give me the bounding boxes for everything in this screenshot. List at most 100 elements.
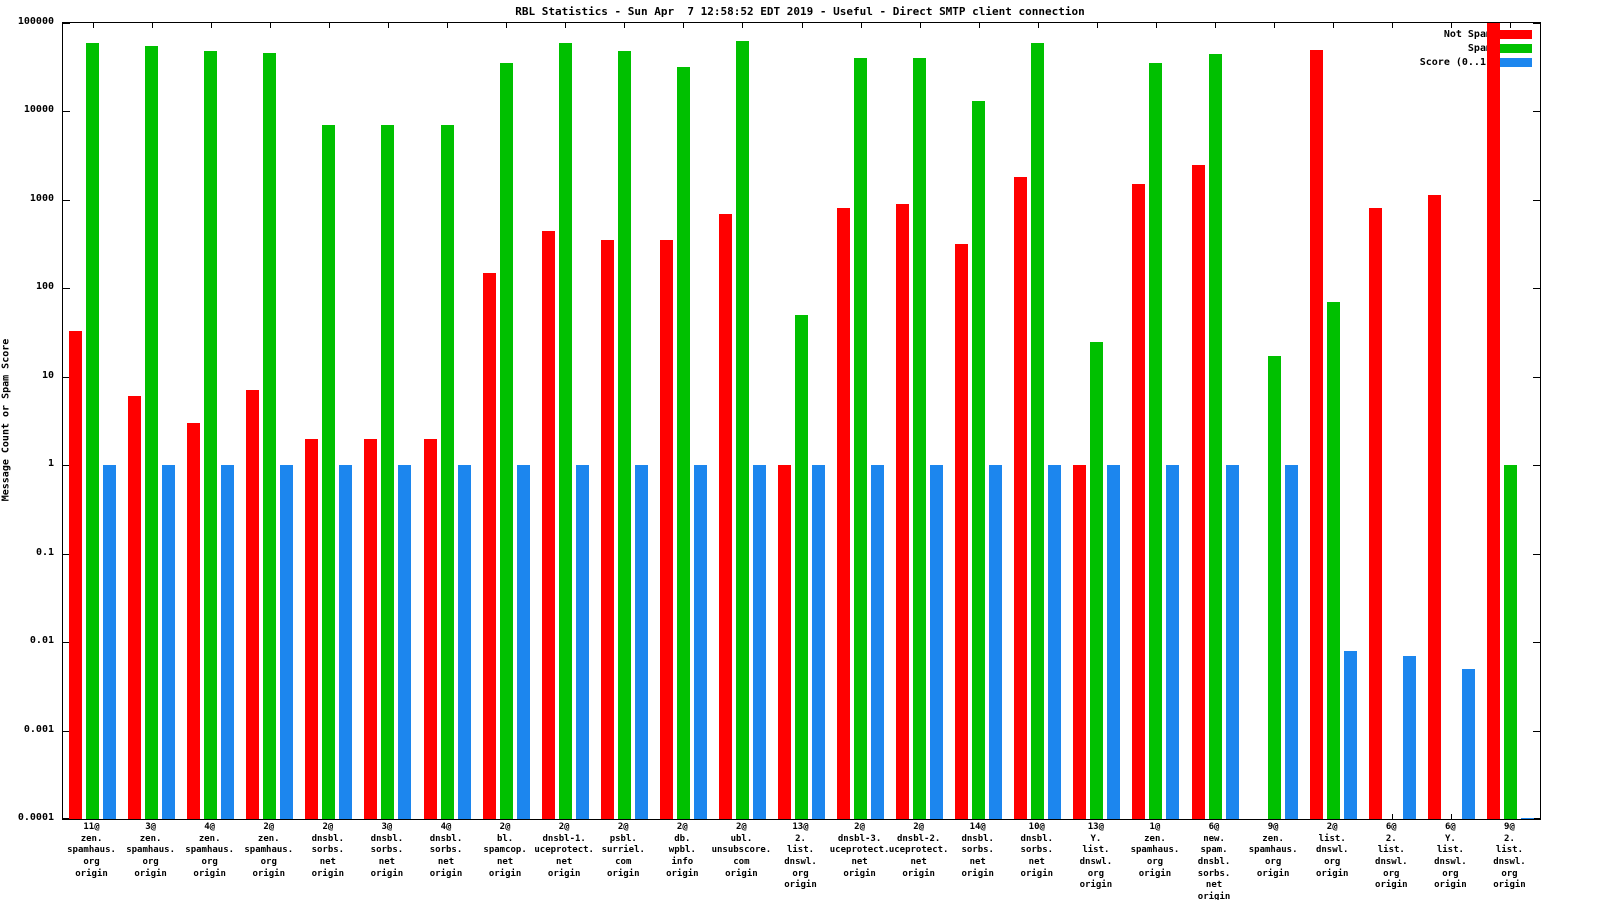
x-category-label: 10@ dnsbl. sorbs. net origin <box>1020 822 1054 879</box>
x-tick-mark <box>211 23 212 28</box>
y-tick-mark <box>1533 553 1540 555</box>
bar-not-spam <box>601 240 614 819</box>
bar-score-0-1- <box>398 465 411 819</box>
bar-spam <box>204 51 217 819</box>
bar-score-0-1- <box>1166 465 1179 819</box>
bar-not-spam <box>246 390 259 819</box>
legend: Not Spam Spam Score (0..1) <box>1420 29 1532 68</box>
y-tick-mark <box>1533 376 1540 378</box>
bar-score-0-1- <box>635 465 648 819</box>
bar-score-0-1- <box>1462 669 1475 819</box>
x-tick-mark <box>93 23 94 28</box>
chart-title: RBL Statistics - Sun Apr 7 12:58:52 EDT … <box>515 5 1085 18</box>
bar-spam <box>913 58 926 819</box>
bar-not-spam <box>483 273 496 819</box>
x-category-label: 13@ Y. list. dnswl. org origin <box>1079 822 1113 891</box>
x-tick-mark <box>565 23 566 28</box>
x-category-label: 11@ zen. spamhaus. org origin <box>67 822 116 879</box>
x-tick-mark <box>1097 23 1098 28</box>
x-category-label: 9@ 2. list. dnswl. org origin <box>1493 822 1526 891</box>
x-category-label: 6@ Y. list. dnswl. org origin <box>1434 822 1467 891</box>
y-tick-mark <box>1533 642 1540 644</box>
bar-spam <box>441 125 454 819</box>
legend-swatch <box>1499 44 1532 53</box>
x-tick-mark <box>742 23 743 28</box>
bar-score-0-1- <box>458 465 471 819</box>
x-category-label: 2@ dnsbl-3. uceprotect. net origin <box>829 822 890 879</box>
bar-not-spam <box>896 204 909 819</box>
y-tick-label: 0.001 <box>23 723 54 735</box>
bar-score-0-1- <box>753 465 766 819</box>
y-tick-mark <box>63 818 70 819</box>
legend-swatch <box>1499 30 1532 39</box>
y-tick-label: 0.01 <box>29 635 54 647</box>
x-tick-mark <box>329 23 330 28</box>
x-tick-mark <box>1451 814 1452 819</box>
bar-score-0-1- <box>989 465 1002 819</box>
bar-score-0-1- <box>1226 465 1239 819</box>
bar-score-0-1- <box>1521 818 1534 819</box>
bar-score-0-1- <box>812 465 825 819</box>
plot-area: Not Spam Spam Score (0..1) <box>62 22 1541 820</box>
y-tick-label: 10000 <box>23 104 54 116</box>
x-tick-mark <box>1392 23 1393 28</box>
bar-spam <box>1209 54 1222 819</box>
x-category-label: 2@ zen. spamhaus. org origin <box>244 822 294 879</box>
x-tick-mark <box>270 23 271 28</box>
y-tick-label: 1 <box>47 458 54 470</box>
bar-spam <box>559 43 572 819</box>
y-tick-mark <box>63 376 70 378</box>
y-tick-mark <box>1533 818 1540 819</box>
x-tick-mark <box>447 23 448 28</box>
bar-not-spam <box>542 231 555 819</box>
y-tick-label: 1000 <box>29 192 54 204</box>
bar-spam <box>263 53 276 819</box>
x-category-label: 4@ dnsbl. sorbs. net origin <box>429 822 463 879</box>
legend-label: Score (0..1) <box>1419 57 1492 68</box>
y-tick-label: 100 <box>35 281 54 293</box>
bar-not-spam <box>1369 208 1382 819</box>
y-tick-mark <box>63 465 70 467</box>
bar-score-0-1- <box>871 465 884 819</box>
y-tick-label: 0.0001 <box>17 812 54 823</box>
x-tick-mark <box>802 23 803 28</box>
x-tick-mark <box>624 23 625 28</box>
y-axis-label: Message Count or Spam Score <box>0 338 12 502</box>
bar-not-spam <box>364 439 377 819</box>
bar-spam <box>677 67 690 819</box>
bar-spam <box>1090 342 1103 819</box>
x-tick-mark <box>1215 23 1216 28</box>
x-tick-mark <box>1510 23 1511 28</box>
bar-not-spam <box>1487 23 1500 819</box>
y-tick-mark <box>63 642 70 644</box>
bar-not-spam <box>424 439 437 819</box>
bar-score-0-1- <box>280 465 293 819</box>
bar-spam <box>618 51 631 819</box>
bar-score-0-1- <box>103 465 116 819</box>
y-tick-label: 10 <box>41 369 54 381</box>
bar-score-0-1- <box>930 465 943 819</box>
bar-not-spam <box>187 423 200 819</box>
legend-item: Not Spam <box>1420 29 1532 40</box>
bar-spam <box>145 46 158 819</box>
x-category-label: 3@ dnsbl. sorbs. net origin <box>370 822 404 879</box>
x-category-label: 2@ list. dnswl. org origin <box>1315 822 1349 879</box>
bar-spam <box>322 125 335 819</box>
x-tick-mark <box>506 23 507 28</box>
bar-score-0-1- <box>1285 465 1298 819</box>
x-tick-mark <box>1451 23 1452 28</box>
x-category-label: 6@ 2. list. dnswl. org origin <box>1375 822 1408 891</box>
bar-not-spam <box>1428 195 1441 819</box>
bar-spam <box>736 41 749 819</box>
x-category-label: 9@ zen. spamhaus. org origin <box>1248 822 1298 879</box>
bar-spam <box>1268 356 1281 819</box>
x-tick-mark <box>1333 23 1334 28</box>
x-category-label: 14@ dnsbl. sorbs. net origin <box>961 822 994 879</box>
bar-spam <box>1149 63 1162 819</box>
bar-score-0-1- <box>162 465 175 819</box>
legend-swatch <box>1499 58 1532 67</box>
x-tick-mark <box>1156 23 1157 28</box>
legend-item: Score (0..1) <box>1420 57 1532 68</box>
x-category-label: 1@ zen. spamhaus. org origin <box>1130 822 1180 879</box>
bar-not-spam <box>69 331 82 819</box>
